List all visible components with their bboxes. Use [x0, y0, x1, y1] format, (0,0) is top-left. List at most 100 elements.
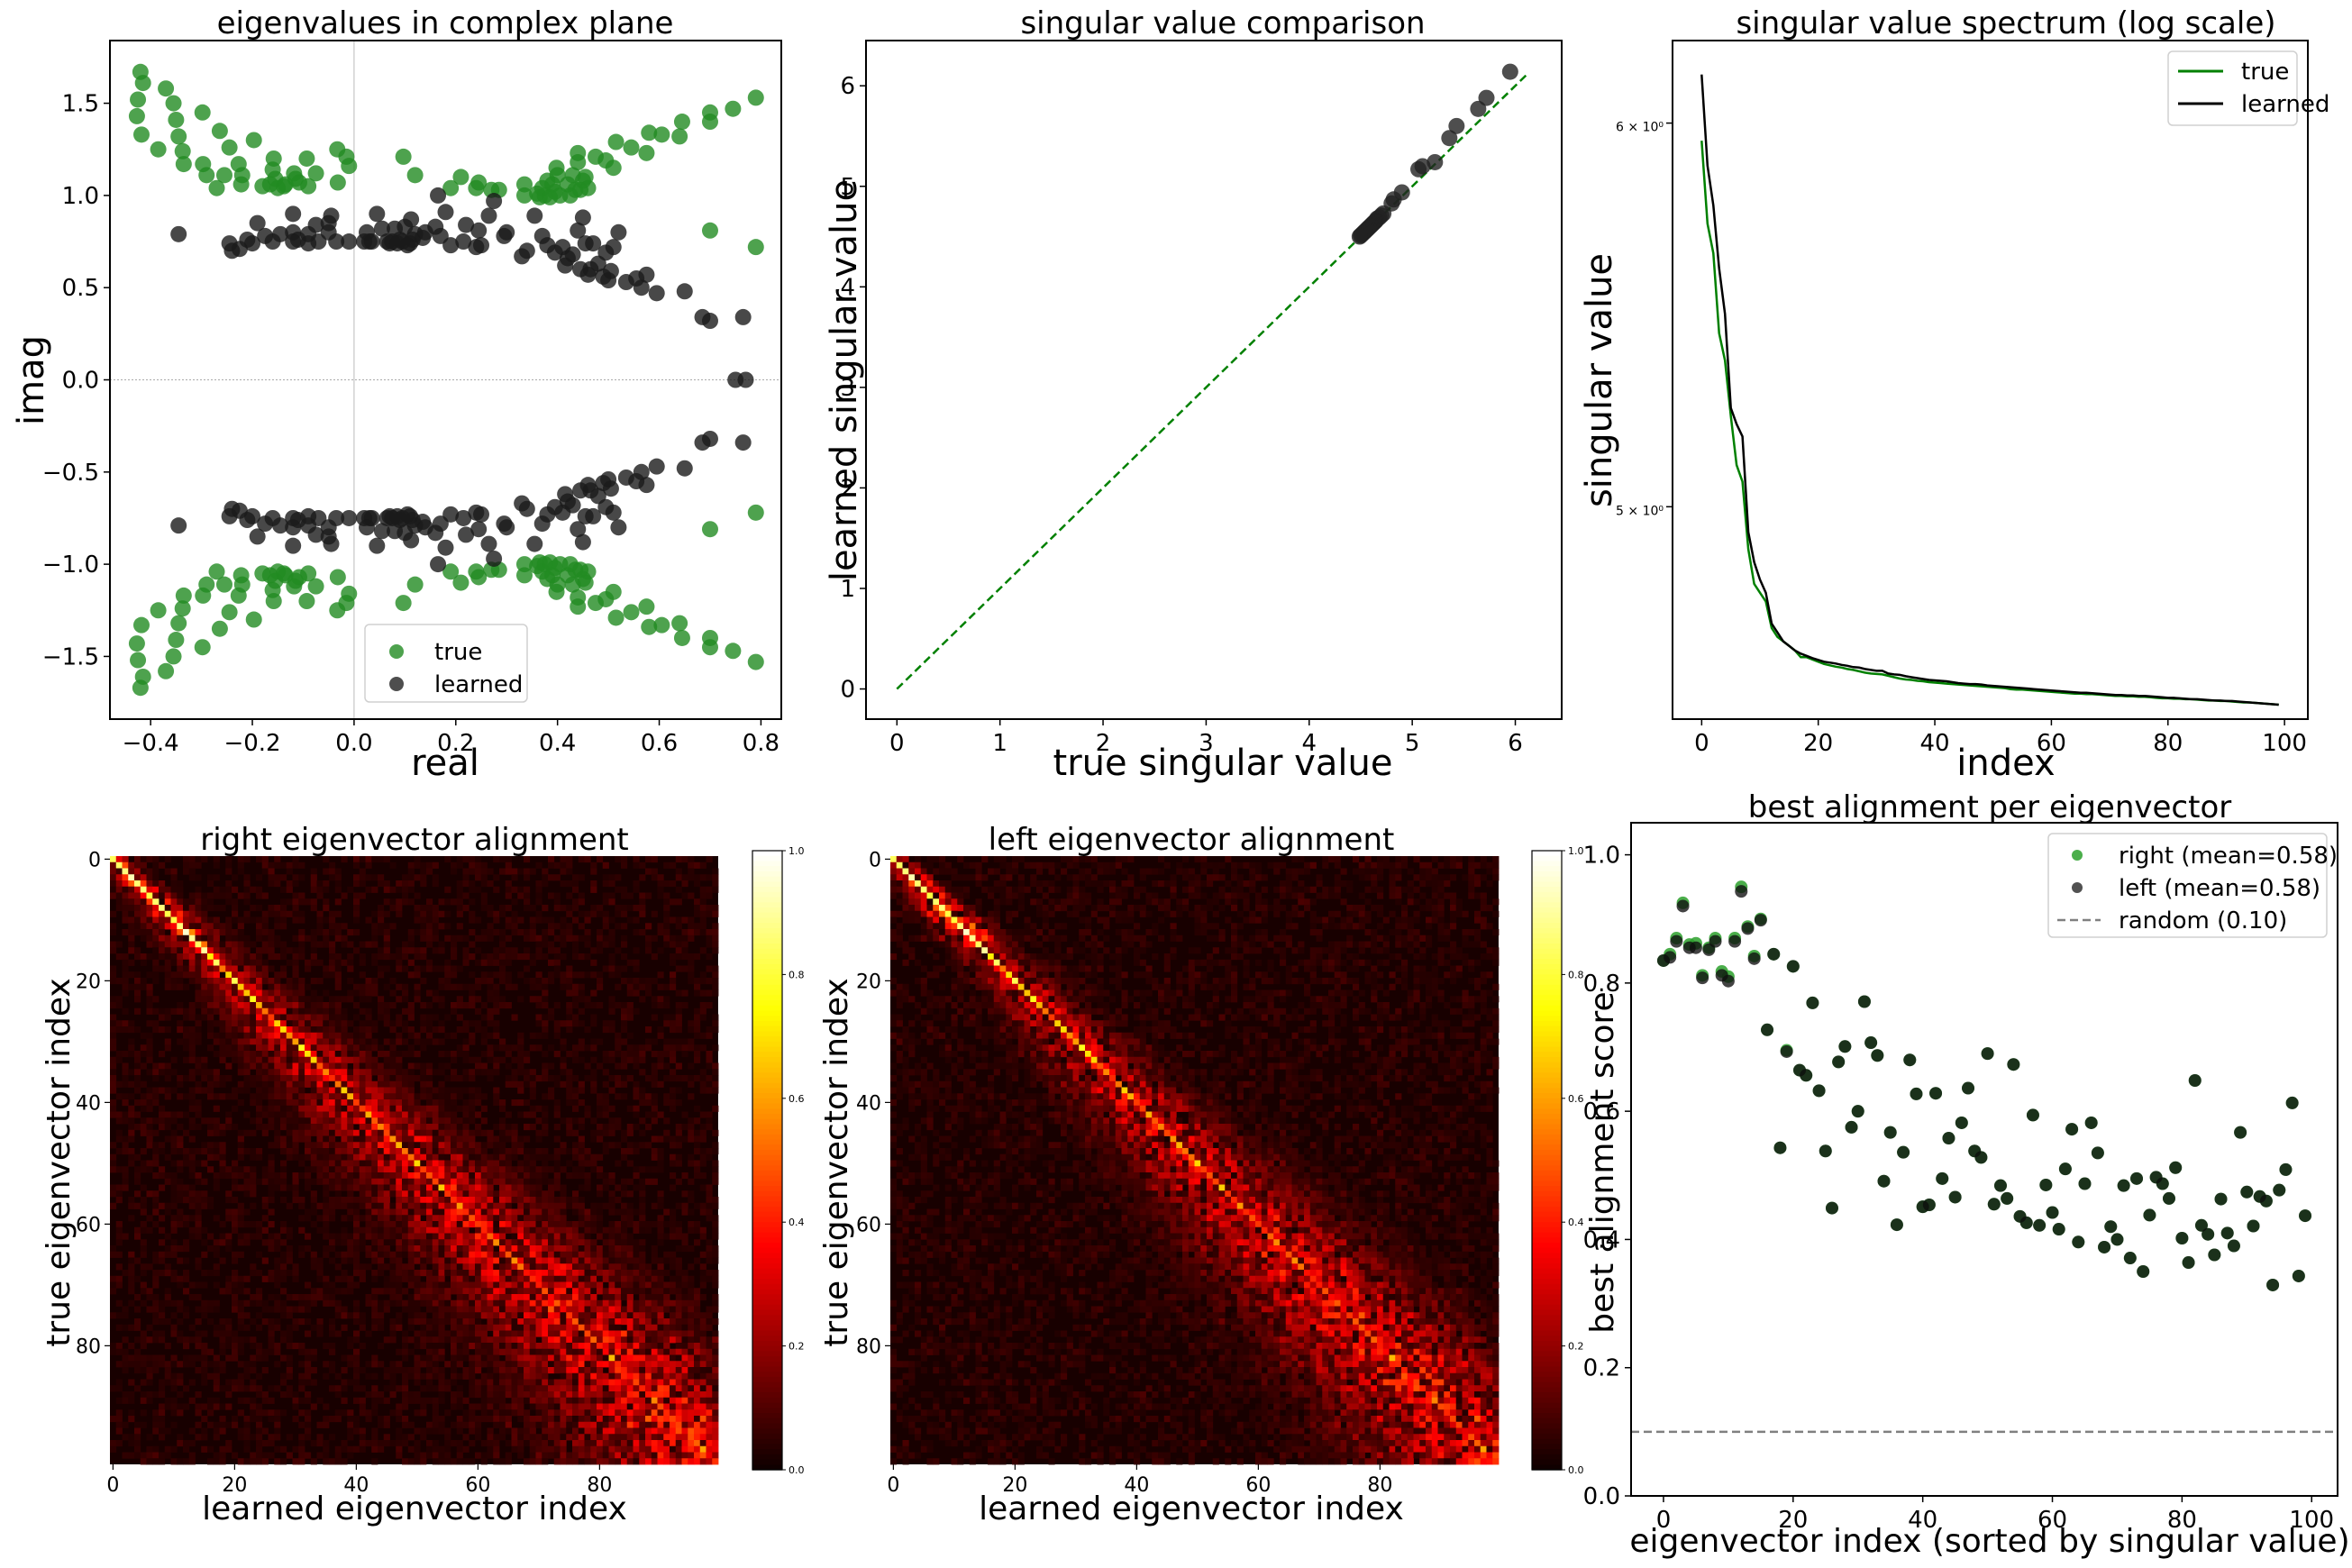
rh-cell	[298, 1056, 305, 1063]
rh-cell	[146, 1007, 153, 1015]
rh-cell	[560, 1208, 567, 1216]
rh-cell	[535, 1233, 542, 1240]
rh-cell	[407, 1202, 415, 1209]
rh-cell	[110, 1038, 117, 1045]
rh-cell	[213, 886, 220, 893]
rh-cell	[201, 1160, 208, 1167]
eig-point-learned	[638, 266, 655, 283]
rh-cell	[524, 892, 531, 899]
rh-cell	[298, 929, 305, 936]
rh-cell	[195, 1087, 202, 1094]
rh-cell	[493, 1020, 500, 1027]
rh-cell	[560, 861, 567, 869]
rh-cell	[670, 916, 677, 924]
rh-cell	[201, 1148, 208, 1155]
rh-cell	[323, 1007, 330, 1015]
rh-cell	[396, 1038, 403, 1045]
rh-cell	[487, 1153, 494, 1161]
rh-cell	[475, 1093, 482, 1100]
rh-cell	[310, 996, 317, 1003]
rh-cell	[188, 1093, 196, 1100]
rh-cell	[529, 1202, 536, 1209]
rh-cell	[207, 989, 214, 997]
rh-cell	[371, 1044, 378, 1052]
rh-cell	[310, 1051, 317, 1058]
rh-cell	[389, 1124, 397, 1131]
rh-cell	[566, 1221, 573, 1228]
rh-cell	[517, 1069, 524, 1076]
rh-cell	[316, 1105, 324, 1112]
rh-cell	[670, 1263, 677, 1271]
spec-xtick-label: 0	[1694, 730, 1709, 757]
rh-cell	[378, 1172, 385, 1180]
rh-cell	[188, 1135, 196, 1143]
rh-cell	[298, 947, 305, 954]
rh-cell	[584, 1233, 591, 1240]
rh-cell	[420, 1080, 427, 1088]
rh-cell	[670, 880, 677, 888]
rh-cell	[347, 996, 354, 1003]
rh-cell	[286, 1202, 293, 1209]
rh-cell	[681, 1135, 688, 1143]
rh-cell	[310, 1026, 317, 1034]
rh-cell	[414, 1202, 421, 1209]
rh-cell	[670, 1226, 677, 1234]
rh-cell	[578, 996, 585, 1003]
rh-cell	[316, 1026, 324, 1034]
rh-cell	[524, 1202, 531, 1209]
rh-cell	[444, 1233, 451, 1240]
rh-cell	[456, 886, 463, 893]
rh-cell	[188, 868, 196, 875]
rh-cell	[524, 947, 531, 954]
rh-cell	[487, 905, 494, 912]
rh-cell	[305, 1166, 312, 1173]
rh-cell	[250, 1014, 257, 1021]
rh-cell	[706, 978, 713, 985]
rh-cell	[597, 971, 604, 979]
rh-cell	[432, 1270, 439, 1277]
rh-cell	[152, 978, 160, 985]
rh-cell	[493, 1142, 500, 1149]
rh-cell	[280, 898, 287, 906]
rh-cell	[615, 1062, 622, 1070]
rh-cell	[572, 1105, 579, 1112]
rh-cell	[146, 1160, 153, 1167]
rh-cell	[517, 1172, 524, 1180]
rh-cell	[232, 953, 239, 961]
rh-cell	[699, 1069, 707, 1076]
rh-cell	[487, 959, 494, 966]
rh-cell	[480, 1062, 488, 1070]
rh-cell	[140, 861, 147, 869]
rh-cell	[456, 1245, 463, 1253]
rh-cell	[195, 905, 202, 912]
rh-cell	[378, 1257, 385, 1264]
rh-cell	[347, 1172, 354, 1180]
rh-cell	[633, 1080, 640, 1088]
rh-cell	[402, 1208, 409, 1216]
rh-cell	[444, 965, 451, 972]
rh-cell	[475, 947, 482, 954]
rh-cell	[365, 1080, 372, 1088]
rh-cell	[334, 1087, 342, 1094]
rh-cell	[389, 1002, 397, 1009]
rh-cell	[420, 880, 427, 888]
rh-cell	[213, 983, 220, 990]
rh-cell	[493, 856, 500, 863]
rh-cell	[681, 856, 688, 863]
rh-cell	[256, 959, 263, 966]
rh-cell	[383, 1245, 390, 1253]
rh-cell	[389, 923, 397, 930]
rh-cell	[122, 959, 129, 966]
eig-point-true	[570, 144, 587, 161]
rh-cell	[237, 941, 244, 948]
rh-cell	[286, 1111, 293, 1118]
rh-cell	[499, 1263, 506, 1271]
rh-cell	[298, 1044, 305, 1052]
rh-cell	[334, 1099, 342, 1107]
rh-cell	[243, 1044, 251, 1052]
rh-cell	[207, 1233, 214, 1240]
rh-cell	[201, 934, 208, 942]
rh-cell	[140, 1051, 147, 1058]
rh-cell	[310, 905, 317, 912]
rh-cell	[456, 880, 463, 888]
